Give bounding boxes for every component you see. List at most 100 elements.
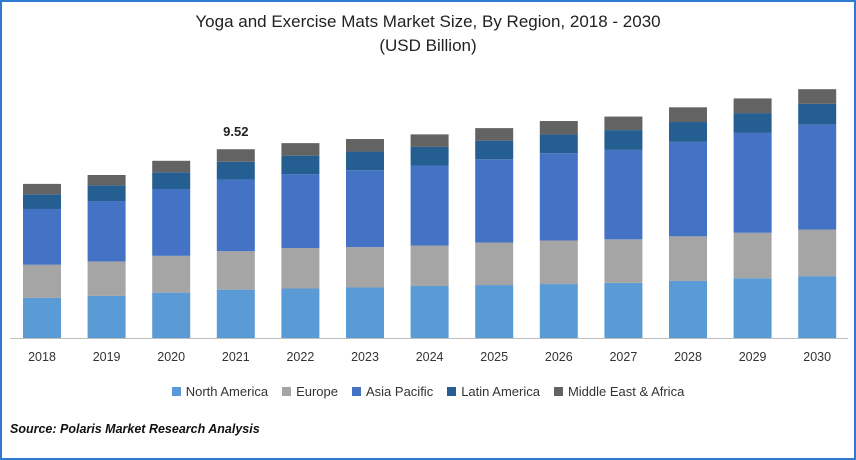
bar-segment-middle-east-africa-2030 (798, 89, 837, 104)
legend-label: North America (185, 384, 269, 399)
chart-plot: 2018 2019 2020 2021 2022 2023 2024 2025 2026 2027… (10, 89, 848, 364)
bar-segment-middle-east-africa-2024 (410, 134, 449, 147)
bar-segment-north-america-2028 (669, 280, 707, 338)
chart-legend: North America Europe Asia Pacific Latin Ame… (2, 384, 854, 399)
x-tick-label: 2024 (416, 350, 444, 364)
x-tick-label: 2026 (545, 350, 573, 364)
bar-segment-middle-east-africa-2022 (281, 143, 320, 156)
bar-segment-north-america-2021 (216, 289, 255, 338)
x-tick-label: 2022 (286, 350, 314, 364)
legend-label: Latin America (461, 384, 540, 399)
bar-segment-europe-2027 (604, 239, 643, 283)
legend-label: Middle East & Africa (567, 384, 685, 399)
bar-segment-latin-america-2029 (733, 113, 772, 133)
bar-segment-latin-america-2030 (798, 103, 837, 125)
bar-segment-latin-america-2022 (281, 155, 320, 175)
bar-segment-europe-2021 (216, 251, 255, 290)
legend-label: Asia Pacific (366, 384, 434, 399)
bar-segment-middle-east-africa-2027 (604, 116, 643, 131)
bar-segment-middle-east-africa-2025 (475, 128, 514, 141)
bar-segment-europe-2029 (733, 232, 772, 279)
bar-segment-latin-america-2027 (604, 130, 643, 150)
bar-segment-north-america-2025 (475, 285, 514, 338)
bar-segment-asia-pacific-2026 (539, 153, 578, 241)
bar-segment-asia-pacific-2027 (604, 149, 643, 240)
bar-segment-europe-2025 (475, 242, 514, 286)
bar-segment-latin-america-2024 (410, 146, 449, 166)
legend-swatch (171, 387, 181, 396)
bar-segment-asia-pacific-2020 (152, 189, 191, 256)
bar-segment-europe-2023 (346, 247, 384, 288)
bar-segment-north-america-2026 (539, 284, 578, 338)
bar-segment-europe-2019 (87, 261, 126, 296)
chart-title: Yoga and Exercise Mats Market Size, By R… (195, 12, 661, 31)
bar-segment-asia-pacific-2025 (475, 159, 514, 243)
bar-segment-latin-america-2019 (87, 185, 126, 202)
bar-segment-europe-2022 (281, 248, 320, 289)
x-tick-label: 2019 (93, 350, 121, 364)
bar-segment-middle-east-africa-2023 (346, 139, 384, 152)
bar-segment-europe-2018 (23, 264, 61, 298)
bar-segment-north-america-2024 (410, 286, 449, 338)
bar-segment-asia-pacific-2028 (669, 141, 707, 237)
x-tick-label: 2023 (351, 350, 379, 364)
legend-item: Middle East & Africa (553, 384, 685, 399)
x-tick-label: 2029 (739, 350, 767, 364)
bar-segment-north-america-2019 (87, 295, 126, 338)
x-tick-label: 2028 (674, 350, 702, 364)
bar-segment-asia-pacific-2029 (733, 132, 772, 233)
source-note: Source: Polaris Market Research Analysis (10, 422, 260, 436)
bar-segment-asia-pacific-2021 (216, 179, 255, 252)
legend-swatch (282, 387, 292, 396)
legend-label: Europe (296, 384, 338, 399)
bar-segment-latin-america-2021 (216, 161, 255, 180)
bar-segment-asia-pacific-2022 (281, 174, 320, 249)
bar-segment-north-america-2023 (346, 287, 384, 338)
x-tick-label: 2021 (222, 350, 250, 364)
bar-segment-middle-east-africa-2020 (152, 160, 191, 173)
bar-segment-europe-2026 (539, 240, 578, 285)
legend-item: North America (171, 384, 269, 399)
bar-segment-middle-east-africa-2019 (87, 174, 126, 186)
x-tick-label: 2027 (609, 350, 637, 364)
bar-segment-asia-pacific-2018 (23, 208, 61, 265)
bar-segment-middle-east-africa-2028 (669, 107, 707, 123)
bar-segment-asia-pacific-2024 (410, 165, 449, 246)
bar-segment-latin-america-2028 (669, 122, 707, 142)
legend-swatch (352, 387, 361, 396)
x-tick-label: 2018 (28, 350, 56, 364)
bar-segment-asia-pacific-2023 (346, 170, 384, 248)
bar-segment-middle-east-africa-2021 (216, 149, 255, 162)
x-tick-label: 2020 (157, 350, 185, 364)
legend-item: Asia Pacific (352, 384, 433, 399)
bar-segment-north-america-2027 (604, 282, 643, 338)
bar-segment-north-america-2029 (733, 278, 772, 338)
legend-swatch (447, 387, 457, 396)
data-label: 9.52 (223, 124, 248, 139)
bar-segment-europe-2028 (669, 236, 707, 281)
legend-item: Europe (282, 384, 338, 399)
bar-segment-middle-east-africa-2026 (539, 121, 578, 135)
bar-segment-north-america-2022 (281, 288, 320, 338)
bar-segment-europe-2030 (798, 229, 837, 277)
bar-segment-north-america-2030 (798, 276, 837, 339)
bar-segment-latin-america-2023 (346, 151, 384, 171)
legend-item: Latin America (447, 384, 540, 399)
bar-segment-asia-pacific-2030 (798, 124, 837, 230)
x-tick-label: 2025 (480, 350, 508, 364)
bar-segment-north-america-2020 (152, 292, 191, 339)
bar-segment-latin-america-2025 (475, 140, 514, 160)
bar-segment-europe-2020 (152, 255, 191, 293)
bar-segment-middle-east-africa-2018 (23, 183, 61, 195)
legend-swatch (553, 387, 563, 396)
bar-segment-asia-pacific-2019 (87, 201, 126, 262)
chart-subtitle: (USD Billion) (379, 36, 477, 55)
bar-segment-latin-america-2018 (23, 194, 61, 209)
bar-segment-latin-america-2020 (152, 172, 191, 189)
x-tick-label: 2030 (803, 350, 831, 364)
bar-segment-north-america-2018 (23, 297, 61, 338)
bar-segment-middle-east-africa-2029 (733, 98, 772, 114)
bar-segment-latin-america-2026 (539, 134, 578, 154)
bar-segment-europe-2024 (410, 245, 449, 287)
